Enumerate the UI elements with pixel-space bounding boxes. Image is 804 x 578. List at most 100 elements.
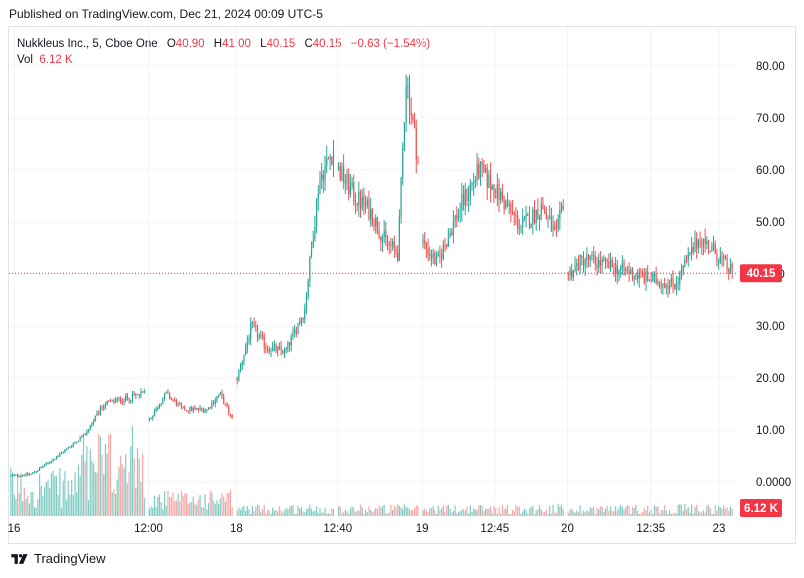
candle-body	[435, 256, 438, 265]
candle-body	[457, 211, 460, 219]
volume-bar	[175, 500, 177, 516]
volume-bar	[385, 513, 387, 516]
candle-body	[199, 407, 201, 410]
candle-body	[694, 238, 696, 252]
candle-body	[479, 162, 482, 178]
volume-bar	[684, 504, 686, 516]
candle-body	[214, 400, 216, 404]
candle-body	[674, 284, 676, 290]
candle-body	[177, 403, 179, 406]
candle-body	[535, 209, 537, 223]
volume-bar	[270, 513, 272, 516]
volume-bar	[699, 511, 701, 516]
volume-bar	[280, 510, 282, 516]
volume-bar	[728, 510, 730, 516]
volume-bar	[533, 513, 536, 516]
volume-bar	[535, 510, 537, 516]
candle-body	[310, 247, 313, 258]
candle-body	[241, 361, 243, 366]
volume-bar	[373, 510, 375, 516]
candle-body	[118, 398, 120, 400]
candle-body	[314, 226, 316, 242]
candle-body	[366, 200, 368, 206]
candle-body	[13, 474, 15, 476]
candle-body	[704, 238, 706, 245]
volume-bar	[679, 504, 681, 516]
candle-body	[354, 200, 357, 204]
volume-bar	[196, 504, 198, 516]
candle-body	[383, 230, 385, 237]
candle-body	[626, 269, 629, 271]
candle-body	[478, 163, 480, 178]
candle-body	[682, 266, 684, 273]
volume-bar	[687, 507, 689, 516]
symbol-legend: Nukkleus Inc., 5, Cboe One O40.90 H41.00…	[17, 36, 430, 52]
candle-body	[493, 185, 495, 198]
volume-bar	[694, 507, 696, 516]
volume-bar	[190, 502, 193, 516]
volume-bar	[135, 487, 137, 516]
volume-bar	[466, 506, 468, 516]
volume-bar	[614, 506, 617, 516]
volume-bar	[64, 471, 66, 516]
volume-bar	[27, 495, 29, 516]
candle-body	[724, 256, 726, 258]
candle-body	[417, 159, 419, 161]
candle-body	[557, 218, 559, 229]
candle-body	[216, 396, 218, 401]
volume-bar	[299, 508, 301, 516]
candle-body	[400, 178, 402, 217]
volume-bar	[714, 505, 716, 516]
volume-bar	[525, 510, 527, 516]
volume-bar	[363, 513, 365, 516]
candle-body	[87, 429, 90, 432]
volume-bar	[285, 508, 287, 516]
candle-body	[238, 370, 240, 381]
volume-bar	[547, 513, 549, 516]
volume-bar	[723, 505, 725, 516]
candle-body	[20, 475, 22, 477]
volume-bar	[579, 505, 581, 516]
volume-bar	[103, 474, 105, 516]
volume-bar	[52, 470, 54, 516]
volume-bar	[167, 490, 169, 516]
candle-body	[120, 398, 122, 403]
volume-bar	[165, 505, 167, 516]
candle-body	[255, 325, 257, 327]
candle-body	[522, 218, 524, 228]
volume-bar	[528, 508, 531, 516]
candle-body	[206, 409, 208, 411]
volume-bar	[317, 512, 319, 516]
volume-bar	[669, 510, 671, 516]
volume-bar	[84, 460, 86, 516]
candle-body	[27, 473, 29, 475]
candle-body	[275, 344, 277, 351]
volume-bar	[69, 494, 71, 516]
volume-bar	[138, 458, 140, 516]
candle-body	[209, 407, 211, 409]
candle-body	[243, 355, 245, 362]
volume-bar	[400, 507, 402, 516]
candle-body	[489, 175, 492, 190]
candle-body	[182, 406, 184, 408]
volume-bar	[319, 508, 321, 516]
candle-body	[299, 323, 301, 325]
candle-body	[256, 326, 259, 338]
volume-bar	[645, 510, 647, 516]
volume-bar	[604, 508, 607, 516]
volume-bar	[179, 501, 181, 516]
candle-body	[81, 435, 83, 438]
volume-bar	[540, 509, 542, 516]
volume-bar	[136, 448, 139, 516]
volume-bar	[486, 508, 488, 516]
volume-bar	[626, 505, 629, 516]
volume-bar	[13, 494, 15, 516]
candle-body	[663, 283, 666, 288]
volume-bar	[359, 504, 362, 516]
candle-body	[358, 191, 360, 206]
volume-bar	[711, 513, 713, 516]
candle-body	[555, 228, 558, 230]
volume-bar	[439, 509, 441, 516]
candle-body	[104, 404, 107, 408]
